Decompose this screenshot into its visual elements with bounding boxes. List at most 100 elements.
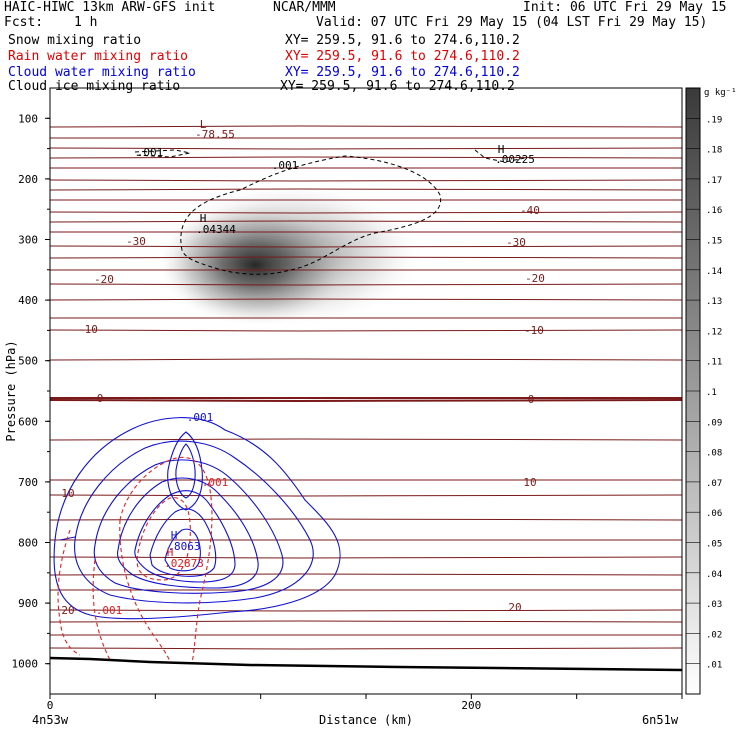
- temp-label: -30: [126, 235, 146, 248]
- colorbar-tick-label: .07: [706, 479, 722, 489]
- colorbar-tick-label: .12: [706, 327, 722, 337]
- x-tick-label: 0: [47, 699, 54, 712]
- colorbar-tick-label: .05: [706, 540, 722, 550]
- temperature-contour-line: [50, 179, 682, 182]
- colorbar-tick-label: .11: [706, 358, 722, 368]
- temperature-contour-line: [50, 399, 682, 403]
- temperature-contours: [50, 125, 682, 650]
- ice-contour-small-left: [134, 149, 191, 158]
- x-axis: 0 200: [47, 694, 683, 712]
- temperature-contour-line: [50, 556, 682, 559]
- colorbar-tick-label: .14: [706, 267, 722, 277]
- temp-label: -30: [506, 236, 526, 249]
- ground-line: [49, 656, 683, 672]
- temperature-contour-line: [50, 245, 682, 248]
- temperature-contour-line: [50, 125, 682, 128]
- ice-contour-small-right: [474, 149, 526, 163]
- temperature-contour-line: [50, 647, 682, 650]
- temperature-contour-line: [50, 156, 682, 159]
- colorbar-tick-label: .02: [706, 630, 722, 640]
- y-tick-label: 1000: [12, 658, 39, 671]
- temperature-contour-line: [50, 220, 682, 223]
- rain-contours: [57, 456, 213, 663]
- temperature-contour-line: [50, 147, 682, 150]
- colorbar-tick-label: .08: [706, 449, 722, 459]
- x-start-label: 4n53w: [32, 713, 69, 727]
- fcst-label: Fcst:: [4, 15, 44, 30]
- temp-label: 0: [97, 392, 104, 405]
- temp-label: -40: [520, 204, 540, 217]
- colorbar-unit: g kg⁻¹: [704, 88, 737, 98]
- y-tick-label: 900: [18, 597, 38, 610]
- ice-contour: [180, 155, 442, 275]
- field-ice-xy: XY= 259.5, 91.6 to 274.6,110.2: [280, 79, 515, 94]
- field-rain-xy: XY= 259.5, 91.6 to 274.6,110.2: [285, 49, 520, 64]
- x-tick-label: 200: [461, 699, 481, 712]
- temperature-contour-line: [50, 256, 682, 259]
- temperature-contour-line: [50, 283, 682, 286]
- temperature-contour-line: [50, 609, 682, 612]
- ice-contour-label: .001: [137, 146, 164, 159]
- rain-max-symbol: H: [167, 546, 174, 559]
- init-time: Init: 06 UTC Fri 29 May 15: [523, 0, 727, 15]
- temp-label: -10: [524, 324, 544, 337]
- field-rain-name: Rain water mixing ratio: [8, 49, 189, 64]
- colorbar-tick-label: .06: [706, 509, 722, 519]
- snow-shading-core: [160, 205, 350, 325]
- x-end-label: 6n51w: [642, 713, 679, 727]
- snow-max-symbol: H: [200, 212, 207, 225]
- temperature-contour-line: [50, 518, 682, 521]
- y-axis-label: Pressure (hPa): [4, 340, 18, 441]
- ice-max-value: .00225: [495, 153, 535, 166]
- field-ice-name: Cloud ice mixing ratio: [8, 79, 181, 94]
- temp-label: 20: [508, 601, 521, 614]
- field-snow-xy: XY= 259.5, 91.6 to 274.6,110.2: [285, 33, 520, 48]
- y-tick-label: 100: [18, 112, 38, 125]
- fcst-value: 1 h: [74, 15, 98, 30]
- temp-label: -10: [78, 323, 98, 336]
- x-axis-label: Distance (km): [319, 713, 413, 727]
- temperature-contour-line: [50, 188, 682, 191]
- temperature-contour-line: [50, 620, 682, 623]
- cloud-water-contours: [53, 417, 341, 620]
- chart-title: HAIC-HIWC 13km ARW-GFS init: [4, 0, 216, 15]
- cloudwater-contour-label: .001: [187, 411, 214, 424]
- colorbar-tick-label: .16: [706, 206, 722, 216]
- colorbar-tick-label: .13: [706, 297, 722, 307]
- temperature-contour-line: [50, 298, 682, 301]
- field-cloudwater-xy: XY= 259.5, 91.6 to 274.6,110.2: [285, 65, 520, 80]
- colorbar-tick-label: .18: [706, 146, 722, 156]
- colorbar: .01 .02 .03 .04 .05 .06 .07 .08 .09 .1 .11 .12 .13 .1…: [685, 87, 737, 695]
- plot-frame: [49, 87, 683, 695]
- valid-time: Valid: 07 UTC Fri 29 May 15 (04 LST Fri …: [316, 15, 708, 30]
- temperature-contour-line: [50, 438, 682, 441]
- temperature-contour-line: [50, 494, 682, 497]
- y-axis: 100 200 300 400 500 600 700 800 900 1000: [12, 112, 50, 671]
- y-tick-label: 300: [18, 234, 38, 247]
- colorbar-tick-label: .01: [706, 661, 722, 671]
- rain-contour-label: .001: [96, 604, 123, 617]
- temp-label: -20: [525, 272, 545, 285]
- colorbar-tick-label: .17: [706, 176, 722, 186]
- y-tick-label: 700: [18, 476, 38, 489]
- temperature-contour-line: [50, 329, 682, 332]
- snow-max-value: .04344: [196, 223, 236, 236]
- colorbar-tick-label: .15: [706, 237, 722, 247]
- y-tick-label: 200: [18, 173, 38, 186]
- field-cloudwater-name: Cloud water mixing ratio: [8, 65, 196, 80]
- temperature-contour-line: [50, 211, 682, 214]
- y-tick-label: 600: [18, 415, 38, 428]
- rain-max-value: .02873: [164, 557, 204, 570]
- contour-labels: -40 -30 -30 -20 -20 -10 -10 0 0 10 10 20…: [61, 118, 545, 617]
- y-tick-label: 400: [18, 294, 38, 307]
- colorbar-tick-label: .03: [706, 600, 722, 610]
- rain-contour-label: .001: [202, 476, 229, 489]
- ice-min-value: -78.55: [195, 128, 235, 141]
- y-tick-label: 800: [18, 537, 38, 550]
- ice-max-symbol: H: [498, 143, 505, 156]
- ice-contour-label: .001: [272, 159, 299, 172]
- temperature-contour-line: [50, 573, 682, 576]
- temp-label: -20: [94, 273, 114, 286]
- temp-label: 0: [528, 393, 535, 406]
